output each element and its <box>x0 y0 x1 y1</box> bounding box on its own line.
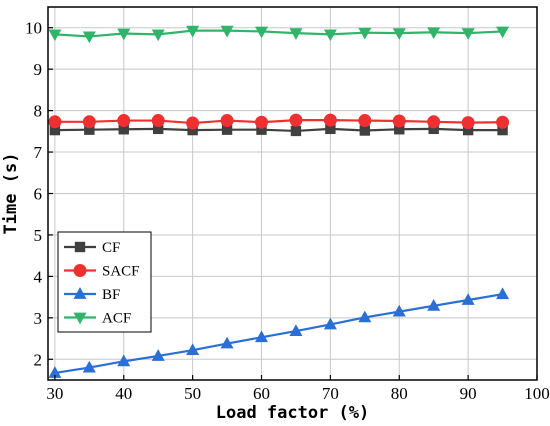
data-point-cf <box>221 124 233 135</box>
data-point-bf <box>496 287 510 300</box>
series-line-bf <box>54 293 503 375</box>
series-cf <box>49 123 508 137</box>
x-tick-label: 70 <box>322 384 339 403</box>
data-point-bf <box>289 324 303 336</box>
data-point-cf <box>325 123 336 135</box>
x-axis-title: Load factor (%) <box>216 403 370 423</box>
x-tick-label: 30 <box>46 384 63 403</box>
data-point-bf <box>255 330 269 343</box>
data-point-acf <box>323 29 337 42</box>
legend-marker-cf <box>74 241 86 253</box>
data-point-bf <box>323 317 337 330</box>
data-point-bf <box>151 349 165 361</box>
data-point-cf <box>394 124 405 135</box>
x-tick-label: 100 <box>524 384 550 403</box>
y-tick-label: 2 <box>34 350 43 369</box>
y-tick-label: 7 <box>34 143 43 162</box>
y-tick-label: 4 <box>34 267 43 286</box>
series-bf <box>48 287 510 378</box>
data-point-bf <box>117 354 131 367</box>
data-point-bf <box>186 343 200 356</box>
data-point-bf <box>461 293 475 305</box>
y-tick-label: 10 <box>25 19 42 38</box>
y-tick-label: 9 <box>34 60 43 79</box>
legend-item-sacf: SACF <box>64 264 140 280</box>
data-point-acf <box>392 28 406 40</box>
legend-marker-acf <box>73 312 87 325</box>
data-point-acf <box>289 28 303 40</box>
legend-marker-sacf <box>73 264 87 277</box>
x-tick-label: 60 <box>253 384 270 403</box>
data-point-acf <box>427 27 441 40</box>
data-point-cf <box>290 125 302 137</box>
legend: CF SACF BF ACF <box>57 231 152 333</box>
data-point-sacf <box>151 114 165 128</box>
legend-label: CF <box>102 240 120 256</box>
legend-marker-bf <box>73 287 87 299</box>
data-point-sacf <box>461 116 475 130</box>
legend-label: ACF <box>102 311 131 327</box>
data-point-cf <box>359 125 371 136</box>
data-point-sacf <box>427 115 441 129</box>
series-sacf <box>48 113 510 130</box>
data-point-sacf <box>255 115 269 129</box>
y-tick-label: 6 <box>34 185 43 204</box>
legend-item-acf: ACF <box>64 311 131 327</box>
data-point-sacf <box>496 115 510 129</box>
data-point-cf <box>256 124 267 135</box>
data-point-cf <box>152 123 164 135</box>
data-point-acf <box>220 25 234 38</box>
series-line-cf <box>54 127 503 133</box>
data-point-sacf <box>220 114 234 128</box>
data-point-bf <box>358 310 372 323</box>
data-point-acf <box>496 26 510 39</box>
x-tick-label: 40 <box>115 384 132 403</box>
y-tick-label: 3 <box>34 309 43 328</box>
x-tick-label: 80 <box>391 384 408 403</box>
data-point-sacf <box>82 115 96 129</box>
data-point-acf <box>151 29 165 42</box>
x-tick-label: 90 <box>460 384 477 403</box>
series-line-acf <box>54 29 503 38</box>
data-point-bf <box>48 366 62 378</box>
data-point-bf <box>427 298 441 311</box>
data-point-cf <box>428 123 439 135</box>
data-point-acf <box>358 27 372 40</box>
data-point-sacf <box>323 113 337 127</box>
legend-item-bf: BF <box>64 287 120 303</box>
data-point-sacf <box>289 113 303 127</box>
data-point-cf <box>497 124 508 136</box>
y-tick-label: 5 <box>34 226 43 245</box>
legend-box <box>57 231 152 333</box>
data-point-acf <box>82 31 96 44</box>
data-point-acf <box>461 28 475 40</box>
data-point-sacf <box>392 114 406 128</box>
series-acf <box>48 25 510 44</box>
legend-label: BF <box>102 287 120 303</box>
data-point-acf <box>186 25 200 38</box>
y-axis-title: Time (s) <box>1 153 21 235</box>
data-point-bf <box>392 304 406 317</box>
data-point-acf <box>117 28 131 41</box>
data-point-bf <box>220 336 234 349</box>
axis-ticks: 30 40 50 60 70 80 90 100 2 3 4 5 6 7 8 9 10 <box>25 19 550 403</box>
data-point-cf <box>462 124 474 136</box>
data-point-cf <box>84 124 95 135</box>
legend-label: SACF <box>102 264 140 280</box>
series-layer <box>48 25 510 378</box>
x-tick-label: 50 <box>184 384 201 403</box>
data-point-acf <box>255 26 269 39</box>
data-point-bf <box>82 360 96 373</box>
data-point-acf <box>48 29 62 42</box>
data-point-sacf <box>117 114 131 128</box>
legend-item-cf: CF <box>64 240 120 256</box>
data-point-sacf <box>48 115 62 129</box>
data-point-cf <box>49 124 61 136</box>
data-point-sacf <box>186 116 200 130</box>
data-point-cf <box>118 124 129 135</box>
data-point-cf <box>187 124 198 136</box>
data-point-sacf <box>358 114 372 128</box>
y-tick-label: 8 <box>34 102 43 121</box>
